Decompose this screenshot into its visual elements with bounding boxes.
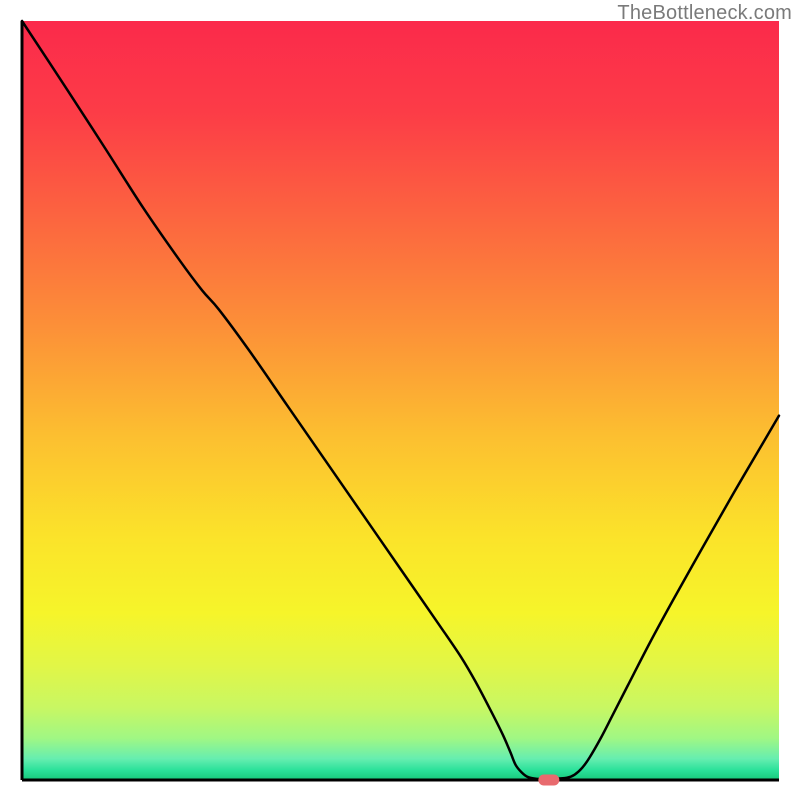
bottleneck-chart <box>0 0 800 800</box>
watermark-text: TheBottleneck.com <box>617 2 792 25</box>
plot-background <box>22 21 779 780</box>
optimal-marker <box>538 775 559 786</box>
chart-container: TheBottleneck.com <box>0 0 800 800</box>
